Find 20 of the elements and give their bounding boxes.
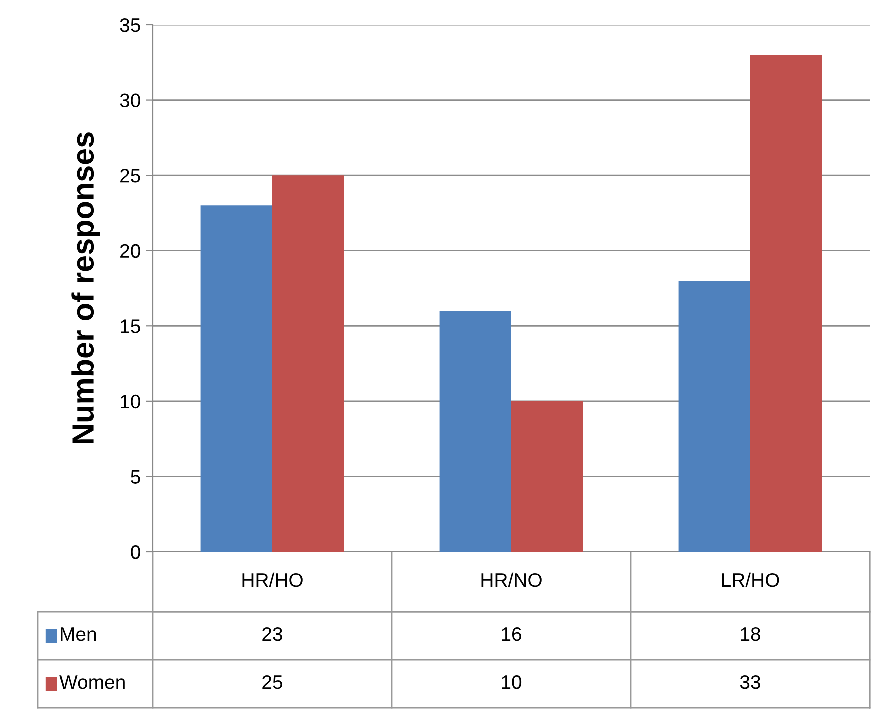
- y-tick-label: 0: [131, 545, 140, 560]
- x-tick-label: HR/NO: [482, 572, 542, 588]
- data-label: 10: [502, 675, 522, 690]
- y-axis-title: Number of responses: [72, 132, 100, 444]
- x-tick-label: LR/HO: [722, 572, 780, 588]
- data-label: 23: [262, 627, 282, 642]
- y-tick-label: 30: [120, 94, 140, 108]
- y-tick-label: 10: [121, 394, 140, 409]
- legend-label: Women: [60, 676, 125, 690]
- y-tick-label: 5: [131, 470, 140, 484]
- y-tick-label: 20: [120, 244, 140, 258]
- x-tick-label: HR/HO: [242, 572, 303, 588]
- y-tick-label: 15: [121, 320, 140, 334]
- y-tick-label: 35: [120, 18, 140, 32]
- data-label: 33: [740, 675, 760, 690]
- y-tick-label: 25: [120, 169, 140, 183]
- data-label: 16: [502, 627, 522, 642]
- data-label: 18: [741, 627, 760, 642]
- data-label: 25: [262, 675, 282, 690]
- legend-label: Men: [61, 628, 96, 642]
